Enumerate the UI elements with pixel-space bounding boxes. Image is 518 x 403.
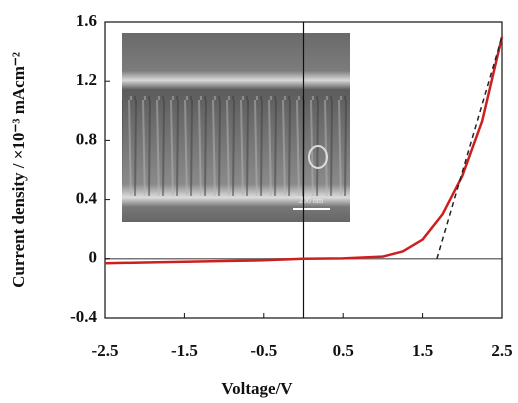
y-tick-label: 0.4 — [76, 189, 98, 208]
y-tick-label: 1.2 — [76, 70, 97, 89]
y-axis-label: Current density / ×10⁻³ mAcm⁻² — [9, 52, 28, 288]
scale-label: 200 nm — [299, 196, 324, 205]
x-tick-label: 1.5 — [412, 341, 433, 360]
y-tick-label: 0.8 — [76, 129, 97, 148]
x-tick-label: -0.5 — [250, 341, 277, 360]
x-tick-label: 2.5 — [491, 341, 512, 360]
sem-inset: 200 nm — [122, 33, 350, 222]
y-tick-label: 0 — [89, 248, 98, 267]
x-tick-label: 0.5 — [333, 341, 354, 360]
x-tick-label: -2.5 — [92, 341, 119, 360]
x-tick-label: -1.5 — [171, 341, 198, 360]
fit-line — [437, 37, 502, 259]
chart: 200 nm Voltage/V Current density / ×10⁻³… — [0, 0, 518, 403]
y-tick-label: -0.4 — [70, 307, 97, 326]
x-axis-label: Voltage/V — [221, 379, 293, 398]
y-tick-label: 1.6 — [76, 11, 97, 30]
